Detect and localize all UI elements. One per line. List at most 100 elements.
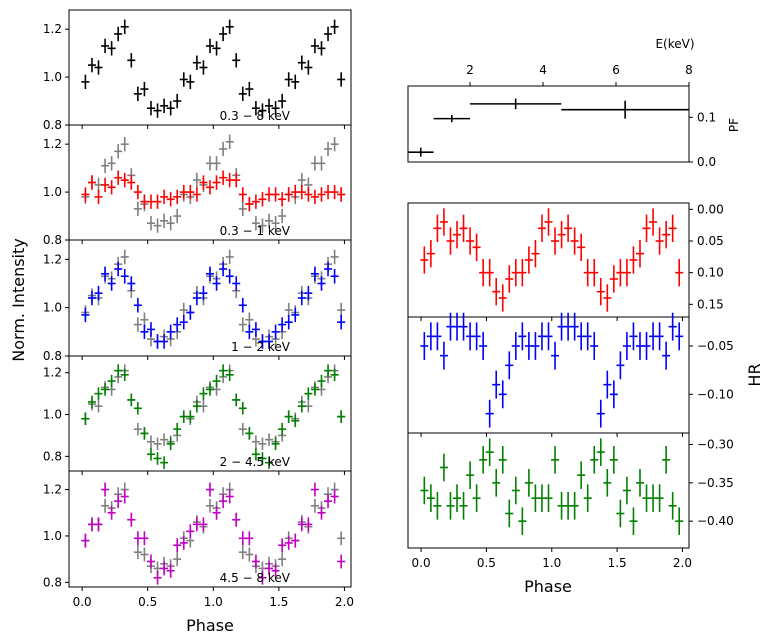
hr-point [466, 227, 475, 255]
data-point [133, 317, 142, 332]
data-point [94, 60, 103, 75]
data-point [94, 285, 103, 301]
data-point [160, 456, 169, 469]
data-point [324, 141, 333, 157]
data-point [173, 317, 182, 332]
data-point [166, 563, 175, 578]
hr-point [662, 220, 671, 249]
data-point [297, 399, 306, 413]
hr-point [466, 461, 475, 489]
data-point [271, 324, 280, 340]
data-point [225, 134, 234, 149]
data-point [127, 393, 136, 407]
data-point [278, 552, 287, 567]
band-label: 2 − 4.5 keV [220, 455, 291, 469]
hr-point [446, 227, 455, 255]
data-point [245, 81, 254, 97]
hr-point [622, 476, 631, 505]
data-point [225, 269, 234, 284]
data-point [146, 448, 155, 461]
hr-y-tick-label: −0.10 [697, 387, 734, 401]
data-point [271, 437, 280, 451]
data-point [146, 322, 155, 337]
hr-point [622, 332, 631, 360]
hr-phase-tick-label: 1.0 [542, 556, 561, 570]
data-point [94, 387, 103, 400]
data-point [127, 512, 136, 527]
data-point [310, 482, 319, 497]
data-point [199, 517, 208, 532]
data-point [140, 427, 149, 440]
y-tick-label: 0.8 [43, 349, 62, 363]
data-point [107, 41, 116, 56]
data-point [251, 448, 260, 461]
y-tick-label: 1.2 [43, 252, 62, 266]
left-y-axis-label: Norm. Intensity [9, 238, 28, 361]
data-point [284, 187, 293, 202]
data-point [251, 101, 260, 116]
data-point [245, 324, 254, 340]
data-point [330, 19, 339, 34]
data-point [258, 570, 267, 585]
data-point [278, 422, 287, 436]
data-point [245, 531, 254, 546]
panel-frame [68, 355, 352, 472]
data-point [297, 290, 306, 306]
data-point [192, 187, 201, 202]
data-point [304, 60, 313, 75]
hr-panel-0: 0.15 0.10 0.05 0.00 [407, 202, 724, 321]
data-point [173, 538, 182, 553]
hr-point [453, 484, 462, 512]
data-point [271, 187, 280, 202]
data-point [245, 196, 254, 212]
pf-point [433, 115, 471, 123]
intensity-panel-0: 0.8 1.0 1.2 0.3 − 8 keV [43, 9, 352, 132]
hr-point [439, 208, 448, 236]
right-y-axis-label: HR [745, 363, 764, 386]
y-tick-label: 1.2 [43, 483, 62, 497]
data-point [81, 74, 90, 90]
hr-point [459, 312, 468, 341]
intensity-panel-2: 0.8 1.0 1.2 1 − 2 keV [43, 239, 352, 363]
data-point [212, 41, 221, 56]
hr-point [420, 476, 429, 505]
intensity-panel-1: 0.8 1.0 1.2 0.3 − 1 keV [43, 124, 352, 247]
data-point [324, 364, 333, 377]
data-point [120, 249, 129, 265]
data-point [206, 498, 214, 513]
data-point [133, 545, 142, 560]
data-point [232, 512, 241, 527]
data-point [127, 276, 136, 291]
data-point [101, 383, 110, 396]
hr-point [439, 341, 448, 370]
hr-phase-tick-label: 0.0 [412, 556, 431, 570]
data-point [206, 383, 214, 396]
data-point [114, 170, 123, 185]
data-point [317, 505, 326, 520]
data-point [127, 53, 136, 68]
hr-phase-tick-label: 2.0 [673, 556, 692, 570]
data-point [146, 554, 155, 569]
hr-point [420, 332, 429, 360]
data-point [219, 494, 228, 509]
data-point [107, 505, 116, 520]
hr-point [668, 492, 677, 520]
hr-point [511, 476, 520, 505]
data-point [166, 216, 175, 231]
hr-point [433, 322, 442, 351]
data-point [107, 156, 116, 171]
hr-point [420, 246, 429, 274]
hr-point [655, 322, 664, 351]
data-point [278, 208, 287, 224]
data-point [101, 38, 110, 54]
hr-point [531, 239, 540, 268]
data-point [225, 368, 234, 382]
data-point [160, 433, 169, 446]
hr-point [551, 446, 560, 474]
hr-y-tick-label: 0.05 [697, 234, 724, 248]
data-point [160, 213, 169, 229]
hr-point [609, 446, 618, 474]
hr-y-tick-label: −0.35 [697, 476, 734, 490]
data-point [251, 216, 260, 231]
data-point [199, 387, 208, 400]
